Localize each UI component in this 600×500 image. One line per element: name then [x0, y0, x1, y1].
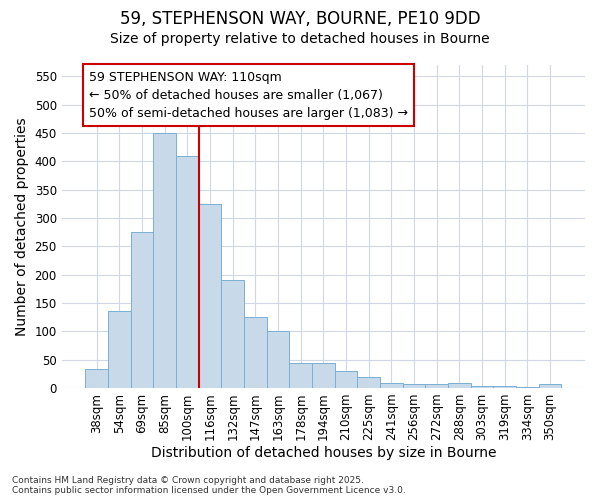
Bar: [470, 386, 493, 388]
Bar: [403, 384, 425, 388]
Bar: [312, 363, 335, 388]
Y-axis label: Number of detached properties: Number of detached properties: [15, 117, 29, 336]
Bar: [176, 156, 199, 388]
Bar: [85, 370, 108, 388]
Bar: [425, 384, 448, 388]
Bar: [289, 363, 312, 388]
Bar: [154, 133, 176, 388]
Bar: [380, 384, 403, 388]
Text: 59 STEPHENSON WAY: 110sqm
← 50% of detached houses are smaller (1,067)
50% of se: 59 STEPHENSON WAY: 110sqm ← 50% of detac…: [89, 70, 408, 120]
Bar: [266, 332, 289, 388]
Bar: [516, 387, 539, 388]
Bar: [539, 384, 561, 388]
Bar: [221, 280, 244, 388]
Text: Size of property relative to detached houses in Bourne: Size of property relative to detached ho…: [110, 32, 490, 46]
Text: 59, STEPHENSON WAY, BOURNE, PE10 9DD: 59, STEPHENSON WAY, BOURNE, PE10 9DD: [119, 10, 481, 28]
Bar: [448, 383, 470, 388]
Bar: [244, 317, 266, 388]
Bar: [108, 312, 131, 388]
X-axis label: Distribution of detached houses by size in Bourne: Distribution of detached houses by size …: [151, 446, 496, 460]
Bar: [358, 376, 380, 388]
Bar: [199, 204, 221, 388]
Bar: [131, 232, 154, 388]
Text: Contains HM Land Registry data © Crown copyright and database right 2025.
Contai: Contains HM Land Registry data © Crown c…: [12, 476, 406, 495]
Bar: [493, 386, 516, 388]
Bar: [335, 371, 358, 388]
